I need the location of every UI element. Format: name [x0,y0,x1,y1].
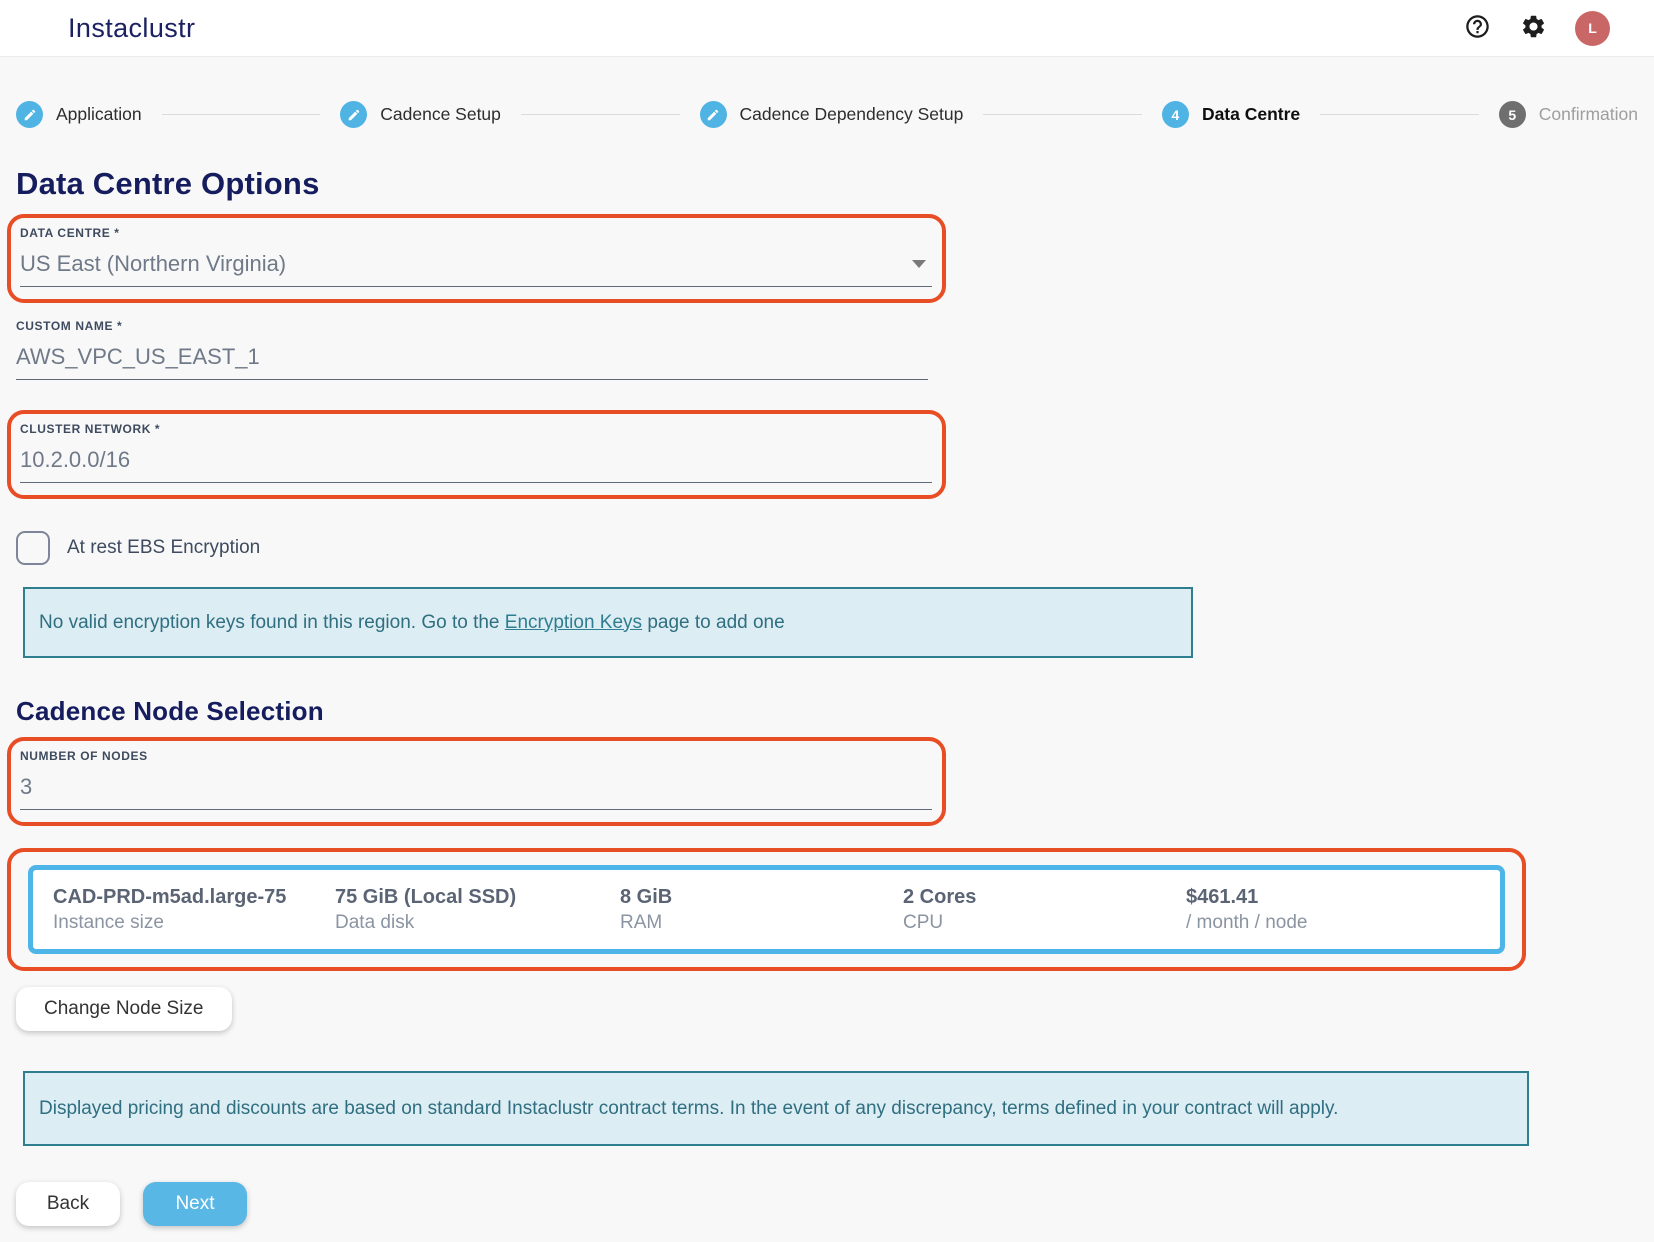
node-ram-col: 8 GiB RAM [620,886,903,934]
node-instance-value: CAD-PRD-m5ad.large-75 [53,885,287,908]
app-header: Instaclustr L [0,0,1654,57]
cluster-network-highlight: CLUSTER NETWORK * 10.2.0.0/16 [7,410,946,499]
step-label: Confirmation [1538,104,1639,124]
node-cpu-col: 2 Cores CPU [903,886,1186,934]
node-disk-value: 75 GiB (Local SSD) [335,885,517,908]
stepper-connector [161,114,321,115]
stepper-connector [520,114,680,115]
encryption-keys-link[interactable]: Encryption Keys [504,611,643,633]
step-data-centre[interactable]: 4 Data Centre [1161,101,1301,128]
step-label: Cadence Dependency Setup [739,104,964,124]
data-centre-value: US East (Northern Virginia) [20,251,287,276]
step-number-badge: 5 [1498,101,1526,128]
pencil-icon [16,101,43,128]
number-of-nodes-input[interactable]: 3 [20,763,932,810]
node-instance-label: Instance size [53,911,164,933]
ebs-encryption-label: At rest EBS Encryption [67,537,261,558]
step-application[interactable]: Application [16,101,142,128]
wizard-stepper: Application Cadence Setup Cadence Depend… [0,101,1654,128]
pencil-icon [340,101,368,128]
node-cpu-value: 2 Cores [903,885,977,908]
number-of-nodes-highlight: NUMBER OF NODES 3 [7,737,946,826]
node-instance-col: CAD-PRD-m5ad.large-75 Instance size [53,886,335,934]
step-cadence-dependency-setup[interactable]: Cadence Dependency Setup [699,101,964,128]
step-label: Data Centre [1201,104,1301,124]
change-node-size-button[interactable]: Change Node Size [16,987,232,1031]
step-label: Cadence Setup [380,104,501,124]
node-ram-label: RAM [620,911,663,933]
data-centre-field: DATA CENTRE * US East (Northern Virginia… [20,226,932,287]
encryption-info-banner: No valid encryption keys found in this r… [23,587,1193,658]
node-price-value: $461.41 [1186,885,1259,908]
wizard-actions: Back Next [16,1182,1638,1226]
selected-node-size-card[interactable]: CAD-PRD-m5ad.large-75 Instance size 75 G… [28,865,1505,954]
ebs-encryption-row: At rest EBS Encryption [16,531,1638,565]
custom-name-field: CUSTOM NAME * AWS_VPC_US_EAST_1 [16,319,928,380]
stepper-connector [983,114,1142,115]
step-number-badge: 4 [1161,101,1189,128]
data-centre-label: DATA CENTRE * [20,226,120,240]
main-content: Data Centre Options DATA CENTRE * US Eas… [0,166,1654,1226]
help-icon [1464,13,1491,43]
header-actions: L [1463,10,1610,46]
pencil-icon [699,101,727,128]
cluster-network-field: CLUSTER NETWORK * 10.2.0.0/16 [20,422,932,483]
node-selection-title: Cadence Node Selection [16,696,324,726]
chevron-down-icon [912,260,926,268]
pricing-note-banner: Displayed pricing and discounts are base… [23,1071,1529,1146]
node-cpu-label: CPU [903,911,944,933]
encryption-info-before: No valid encryption keys found in this r… [39,611,505,633]
encryption-info-after: page to add one [642,611,785,633]
node-price-col: $461.41 / month / node [1186,886,1500,934]
ebs-encryption-checkbox[interactable] [16,531,50,565]
number-of-nodes-field: NUMBER OF NODES 3 [20,749,932,810]
node-disk-col: 75 GiB (Local SSD) Data disk [335,886,620,934]
next-button[interactable]: Next [143,1182,247,1226]
cluster-network-input[interactable]: 10.2.0.0/16 [20,436,932,483]
custom-name-input[interactable]: AWS_VPC_US_EAST_1 [16,333,928,380]
custom-name-label: CUSTOM NAME * [16,319,123,333]
number-of-nodes-label: NUMBER OF NODES [20,749,148,763]
settings-button[interactable] [1519,14,1547,42]
back-button[interactable]: Back [16,1182,120,1226]
encryption-info-text: No valid encryption keys found in this r… [39,612,785,634]
page-title: Data Centre Options [16,166,320,201]
node-ram-value: 8 GiB [620,885,673,908]
pricing-note-text: Displayed pricing and discounts are base… [39,1097,1339,1119]
step-label: Application [56,104,142,124]
node-price-label: / month / node [1186,911,1308,933]
node-card-highlight: CAD-PRD-m5ad.large-75 Instance size 75 G… [7,848,1526,971]
gear-icon [1520,13,1547,43]
data-centre-highlight: DATA CENTRE * US East (Northern Virginia… [7,214,946,303]
step-confirmation[interactable]: 5 Confirmation [1498,101,1639,128]
stepper-connector [1320,114,1479,115]
user-avatar[interactable]: L [1575,10,1610,46]
help-button[interactable] [1463,14,1491,42]
data-centre-select[interactable]: US East (Northern Virginia) [20,240,932,287]
step-cadence-setup[interactable]: Cadence Setup [340,101,501,128]
instaclustr-logo: Instaclustr [68,12,196,43]
cluster-network-label: CLUSTER NETWORK * [20,422,161,436]
node-disk-label: Data disk [335,911,415,933]
